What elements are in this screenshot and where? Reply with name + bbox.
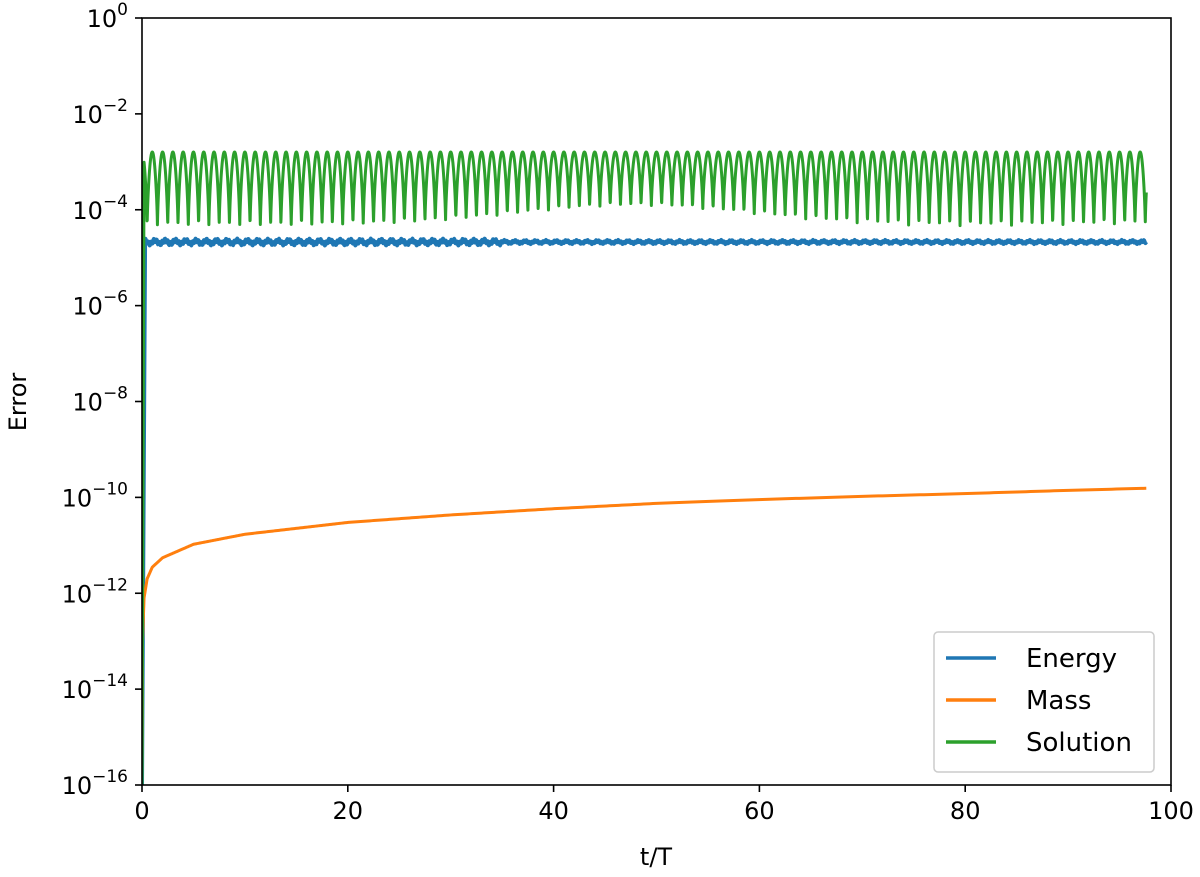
y-tick-label: 10−10 xyxy=(62,479,128,512)
series-line-solution xyxy=(142,150,1148,785)
y-tick-label: 10−6 xyxy=(72,288,128,321)
x-tick-label: 100 xyxy=(1148,797,1194,825)
legend-label-solution: Solution xyxy=(1026,728,1132,758)
legend-label-energy: Energy xyxy=(1026,644,1117,674)
y-tick-label: 10−2 xyxy=(72,96,128,129)
x-tick-label: 40 xyxy=(538,797,569,825)
series-layer xyxy=(142,150,1149,785)
legend: Energy Mass Solution xyxy=(933,631,1155,773)
series-line-mass xyxy=(142,486,1147,785)
x-tick-label: 60 xyxy=(744,797,775,825)
y-tick-label: 10−4 xyxy=(72,192,128,225)
y-tick-label: 100 xyxy=(87,0,128,33)
y-tick-label: 10−8 xyxy=(72,384,128,417)
y-axis-label: Error xyxy=(4,373,32,432)
series-line-energy xyxy=(142,236,1149,785)
legend-label-mass: Mass xyxy=(1026,686,1091,716)
y-tick-label: 10−12 xyxy=(62,575,128,608)
x-tick-label: 80 xyxy=(950,797,981,825)
x-tick-label: 0 xyxy=(134,797,149,825)
y-tick-label: 10−16 xyxy=(62,767,128,800)
x-axis-label: t/T xyxy=(640,843,672,871)
x-tick-label: 20 xyxy=(333,797,364,825)
legend-box xyxy=(933,631,1155,773)
y-tick-label: 10−14 xyxy=(62,671,128,704)
y-axis-ticks: 100 10−2 10−4 10−6 10−8 10−10 10−12 10−14 10−16 xyxy=(62,0,142,800)
x-axis-ticks: 0 20 40 60 80 100 xyxy=(134,785,1194,825)
